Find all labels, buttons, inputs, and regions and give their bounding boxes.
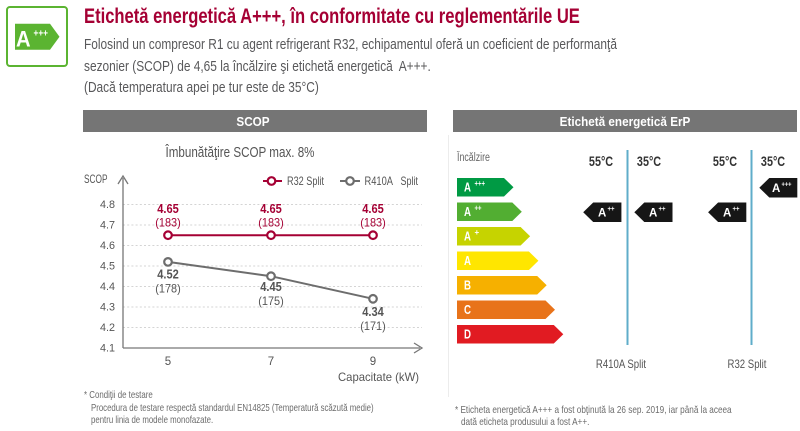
svg-text:+++: +++: [475, 179, 486, 188]
svg-text:R410A: R410A: [365, 174, 394, 188]
svg-text:4.1: 4.1: [100, 343, 115, 355]
svg-text:4.52: 4.52: [157, 268, 179, 282]
svg-text:A: A: [649, 208, 657, 220]
svg-text:++: ++: [659, 204, 666, 213]
svg-text:B: B: [464, 279, 471, 293]
svg-text:4.7: 4.7: [100, 220, 115, 232]
svg-text:(178): (178): [155, 282, 181, 296]
svg-text:C: C: [464, 303, 471, 317]
svg-text:4.34: 4.34: [362, 305, 384, 319]
svg-text:R32 Split: R32 Split: [287, 174, 324, 188]
svg-text:+: +: [475, 228, 480, 237]
svg-text:A: A: [598, 208, 606, 220]
svg-text:4.6: 4.6: [100, 240, 115, 252]
svg-text:+++: +++: [34, 29, 49, 40]
svg-text:5: 5: [165, 356, 171, 368]
svg-text:(183): (183): [258, 216, 284, 230]
svg-text:A: A: [464, 254, 471, 268]
svg-text:9: 9: [370, 356, 376, 368]
svg-text:4.4: 4.4: [100, 281, 115, 293]
svg-text:++: ++: [475, 204, 482, 213]
svg-text:Split: Split: [401, 174, 419, 188]
svg-text:4.5: 4.5: [100, 261, 115, 273]
svg-text:A: A: [464, 230, 471, 244]
svg-text:4.45: 4.45: [260, 280, 282, 294]
svg-text:A: A: [16, 28, 31, 52]
svg-text:A: A: [464, 205, 471, 219]
svg-text:A: A: [723, 208, 731, 220]
svg-text:4.8: 4.8: [100, 199, 115, 211]
svg-text:D: D: [464, 328, 471, 342]
svg-text:4.65: 4.65: [260, 202, 282, 216]
svg-text:(183): (183): [155, 216, 181, 230]
svg-text:(175): (175): [258, 294, 284, 308]
svg-text:(171): (171): [360, 319, 386, 333]
svg-text:++: ++: [608, 204, 615, 213]
svg-text:(183): (183): [360, 216, 386, 230]
svg-text:A: A: [464, 181, 471, 195]
svg-text:4.3: 4.3: [100, 302, 115, 314]
svg-text:4.2: 4.2: [100, 322, 115, 334]
svg-text:+++: +++: [782, 180, 792, 189]
svg-text:4.65: 4.65: [157, 202, 179, 216]
svg-text:SCOP: SCOP: [84, 174, 108, 186]
svg-text:Capacitate (kW): Capacitate (kW): [338, 370, 419, 384]
svg-text:4.65: 4.65: [362, 202, 384, 216]
svg-text:7: 7: [268, 356, 274, 368]
svg-text:++: ++: [733, 204, 740, 213]
svg-text:A: A: [772, 183, 780, 195]
